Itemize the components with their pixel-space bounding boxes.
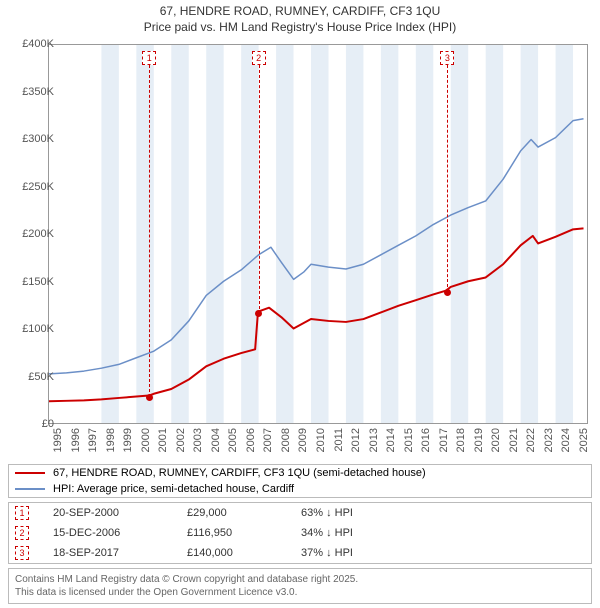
x-tick-label: 1999 — [122, 428, 134, 452]
x-tick-label: 2012 — [350, 428, 362, 452]
x-tick-label: 2024 — [560, 428, 572, 452]
x-tick-label: 2019 — [473, 428, 485, 452]
row-pct-vs-hpi: 63% ↓ HPI — [301, 507, 353, 519]
footer-line2: This data is licensed under the Open Gov… — [15, 586, 585, 599]
x-tick-label: 2008 — [280, 428, 292, 452]
row-pct-vs-hpi: 34% ↓ HPI — [301, 527, 353, 539]
row-price: £116,950 — [187, 527, 277, 539]
x-tick-label: 2001 — [157, 428, 169, 452]
chart-title: 67, HENDRE ROAD, RUMNEY, CARDIFF, CF3 1Q… — [0, 0, 600, 37]
legend: 67, HENDRE ROAD, RUMNEY, CARDIFF, CF3 1Q… — [8, 464, 592, 498]
table-row: 3 18-SEP-2017 £140,000 37% ↓ HPI — [9, 543, 591, 563]
legend-label: 67, HENDRE ROAD, RUMNEY, CARDIFF, CF3 1Q… — [53, 467, 426, 479]
row-price: £140,000 — [187, 547, 277, 559]
x-tick-label: 2002 — [175, 428, 187, 452]
footer-attribution: Contains HM Land Registry data © Crown c… — [8, 568, 592, 604]
table-row: 1 20-SEP-2000 £29,000 63% ↓ HPI — [9, 503, 591, 523]
y-tick-label: £100K — [22, 323, 54, 335]
x-tick-label: 2017 — [438, 428, 450, 452]
x-tick-label: 2023 — [543, 428, 555, 452]
y-tick-label: £400K — [22, 38, 54, 50]
series-line — [49, 228, 584, 401]
series-line — [49, 119, 584, 374]
x-tick-label: 2013 — [368, 428, 380, 452]
x-tick-label: 2006 — [245, 428, 257, 452]
x-tick-label: 2022 — [525, 428, 537, 452]
row-price: £29,000 — [187, 507, 277, 519]
x-tick-label: 1995 — [52, 428, 64, 452]
x-tick-label: 2009 — [297, 428, 309, 452]
x-tick-label: 2007 — [262, 428, 274, 452]
table-row: 2 15-DEC-2006 £116,950 34% ↓ HPI — [9, 523, 591, 543]
x-tick-label: 2018 — [455, 428, 467, 452]
y-tick-label: £300K — [22, 133, 54, 145]
row-marker-icon: 3 — [15, 546, 29, 560]
x-tick-label: 2011 — [333, 428, 345, 452]
footer-line1: Contains HM Land Registry data © Crown c… — [15, 573, 585, 586]
x-tick-label: 2003 — [192, 428, 204, 452]
x-tick-label: 2016 — [420, 428, 432, 452]
row-marker-icon: 2 — [15, 526, 29, 540]
title-line1: 67, HENDRE ROAD, RUMNEY, CARDIFF, CF3 1Q… — [0, 4, 600, 20]
row-pct-vs-hpi: 37% ↓ HPI — [301, 547, 353, 559]
row-date: 15-DEC-2006 — [53, 527, 163, 539]
x-tick-label: 2014 — [385, 428, 397, 452]
chart-plot-area: 123 — [48, 44, 588, 424]
row-date: 20-SEP-2000 — [53, 507, 163, 519]
x-tick-label: 2010 — [315, 428, 327, 452]
legend-item: 67, HENDRE ROAD, RUMNEY, CARDIFF, CF3 1Q… — [9, 465, 591, 481]
x-tick-label: 2004 — [210, 428, 222, 452]
x-tick-label: 2015 — [403, 428, 415, 452]
chart-lines — [49, 45, 587, 423]
x-tick-label: 2020 — [490, 428, 502, 452]
x-tick-label: 1998 — [105, 428, 117, 452]
x-tick-label: 2000 — [140, 428, 152, 452]
legend-swatch — [15, 488, 45, 490]
y-tick-label: £50K — [28, 371, 54, 383]
title-line2: Price paid vs. HM Land Registry's House … — [0, 20, 600, 36]
y-tick-label: £350K — [22, 86, 54, 98]
x-tick-label: 1997 — [87, 428, 99, 452]
x-tick-label: 2005 — [227, 428, 239, 452]
row-date: 18-SEP-2017 — [53, 547, 163, 559]
legend-item: HPI: Average price, semi-detached house,… — [9, 481, 591, 497]
x-tick-label: 2021 — [508, 428, 520, 452]
x-tick-label: 2025 — [578, 428, 590, 452]
x-tick-label: 1996 — [70, 428, 82, 452]
y-tick-label: £150K — [22, 276, 54, 288]
y-tick-label: £200K — [22, 228, 54, 240]
y-tick-label: £250K — [22, 181, 54, 193]
row-marker-icon: 1 — [15, 506, 29, 520]
sales-table: 1 20-SEP-2000 £29,000 63% ↓ HPI 2 15-DEC-2006… — [8, 502, 592, 564]
legend-swatch — [15, 472, 45, 474]
legend-label: HPI: Average price, semi-detached house,… — [53, 483, 294, 495]
